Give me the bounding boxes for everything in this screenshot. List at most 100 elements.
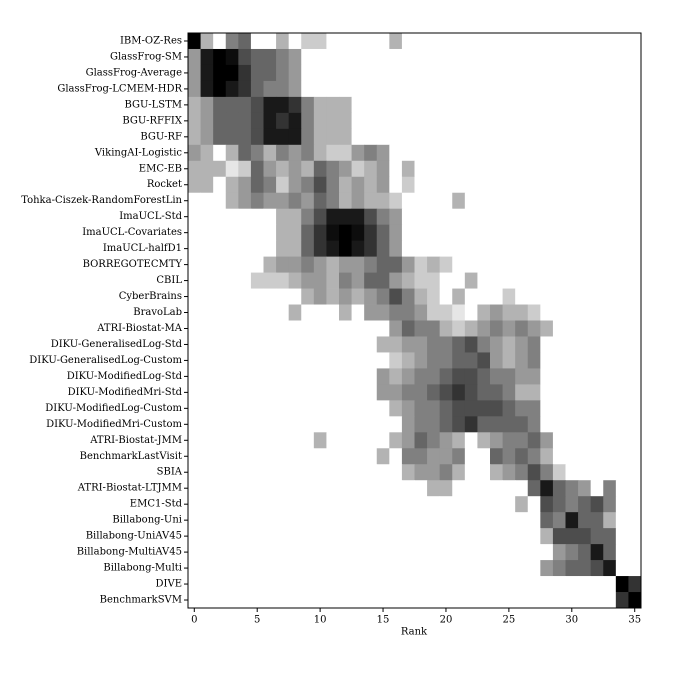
heatmap-cell bbox=[263, 464, 277, 481]
heatmap-cell bbox=[452, 368, 466, 385]
heatmap-cell bbox=[288, 528, 302, 545]
heatmap-cell bbox=[590, 224, 604, 242]
heatmap-cell bbox=[490, 33, 503, 50]
heatmap-cell bbox=[527, 48, 541, 66]
heatmap-cell bbox=[628, 224, 642, 242]
heatmap-cell bbox=[313, 400, 327, 417]
y-tick-label: DIVE bbox=[156, 579, 183, 590]
heatmap-cell bbox=[200, 144, 214, 162]
heatmap-cell bbox=[527, 224, 541, 242]
heatmap-cell bbox=[452, 416, 466, 433]
y-tick-label: DIKU-ModifiedMri-Custom bbox=[46, 419, 182, 430]
heatmap-cell bbox=[339, 192, 352, 210]
heatmap-cell bbox=[603, 96, 617, 114]
heatmap-cell bbox=[414, 384, 428, 401]
heatmap-cell bbox=[351, 576, 365, 593]
heatmap-cell bbox=[590, 480, 604, 497]
heatmap-cell bbox=[464, 560, 478, 577]
heatmap-cell bbox=[477, 144, 491, 162]
heatmap-cell bbox=[376, 464, 390, 481]
heatmap-cell bbox=[225, 496, 239, 513]
heatmap-cell bbox=[439, 464, 453, 481]
heatmap-cell bbox=[238, 80, 252, 98]
heatmap-cell bbox=[615, 464, 629, 481]
heatmap-cell bbox=[603, 224, 617, 242]
heatmap-cell bbox=[263, 224, 277, 242]
heatmap-cell bbox=[263, 352, 277, 369]
heatmap-cell bbox=[615, 288, 629, 305]
heatmap-cell bbox=[628, 528, 642, 545]
heatmap-cell bbox=[188, 240, 201, 258]
heatmap-cell bbox=[615, 160, 629, 178]
heatmap-cell bbox=[213, 336, 227, 353]
heatmap-cell bbox=[414, 336, 428, 353]
heatmap-cell bbox=[339, 560, 352, 577]
heatmap-cell bbox=[515, 480, 529, 497]
heatmap-cell bbox=[490, 160, 503, 178]
heatmap-cell bbox=[590, 304, 604, 321]
heatmap-cell bbox=[364, 128, 378, 146]
y-tick-label: BGU-RFFIX bbox=[122, 115, 183, 126]
heatmap-cell bbox=[225, 304, 239, 321]
heatmap-cell bbox=[401, 400, 415, 417]
heatmap-cell bbox=[351, 416, 365, 433]
heatmap-cell bbox=[326, 576, 340, 593]
heatmap-cell bbox=[490, 336, 503, 353]
heatmap-cell bbox=[515, 288, 529, 305]
heatmap-cell bbox=[238, 64, 252, 82]
heatmap-cell bbox=[427, 112, 441, 130]
heatmap-cell bbox=[552, 224, 566, 242]
heatmap-cell bbox=[263, 48, 277, 66]
heatmap-cell bbox=[364, 64, 378, 82]
heatmap-cell bbox=[326, 544, 340, 561]
heatmap-cell bbox=[288, 464, 302, 481]
heatmap-cell bbox=[238, 112, 252, 130]
heatmap-cell bbox=[263, 368, 277, 385]
heatmap-cell bbox=[427, 384, 441, 401]
heatmap-cell bbox=[427, 464, 441, 481]
heatmap-cell bbox=[250, 352, 264, 369]
heatmap-cell bbox=[565, 528, 579, 545]
heatmap-cell bbox=[200, 416, 214, 433]
heatmap-cell bbox=[439, 224, 453, 242]
heatmap-cell bbox=[351, 80, 365, 98]
heatmap-cell bbox=[578, 560, 592, 577]
heatmap-cell bbox=[552, 128, 566, 146]
heatmap-cell bbox=[276, 304, 290, 321]
heatmap-cell bbox=[552, 176, 566, 194]
heatmap-cell bbox=[502, 208, 516, 226]
heatmap-cell bbox=[452, 384, 466, 401]
heatmap-cell bbox=[439, 80, 453, 98]
heatmap-cell bbox=[188, 304, 201, 321]
heatmap-cell bbox=[313, 480, 327, 497]
heatmap-cell bbox=[364, 352, 378, 369]
heatmap-cell bbox=[439, 416, 453, 433]
heatmap-cell bbox=[515, 544, 529, 561]
heatmap-cell bbox=[590, 96, 604, 114]
heatmap-cell bbox=[464, 448, 478, 465]
heatmap-cell bbox=[439, 400, 453, 417]
heatmap-cell bbox=[326, 224, 340, 242]
heatmap-cell bbox=[364, 208, 378, 226]
heatmap-cell bbox=[527, 416, 541, 433]
heatmap-cell bbox=[276, 544, 290, 561]
heatmap-cell bbox=[502, 528, 516, 545]
heatmap-cell bbox=[200, 576, 214, 593]
heatmap-cell bbox=[364, 144, 378, 162]
heatmap-cell bbox=[389, 144, 403, 162]
heatmap-cell bbox=[464, 480, 478, 497]
heatmap-cell bbox=[301, 464, 315, 481]
heatmap-cell bbox=[502, 576, 516, 593]
heatmap-cell bbox=[326, 128, 340, 146]
heatmap-cell bbox=[364, 576, 378, 593]
heatmap-cell bbox=[326, 272, 340, 289]
y-tick-label: VikingAI-Logistic bbox=[94, 147, 183, 158]
heatmap-cell bbox=[502, 592, 516, 609]
heatmap-cell bbox=[301, 400, 315, 417]
heatmap-cell bbox=[225, 368, 239, 385]
heatmap-cell bbox=[552, 352, 566, 369]
heatmap-cell bbox=[250, 448, 264, 465]
heatmap-cell bbox=[339, 416, 352, 433]
heatmap-cell bbox=[200, 80, 214, 98]
heatmap-cell bbox=[301, 176, 315, 194]
